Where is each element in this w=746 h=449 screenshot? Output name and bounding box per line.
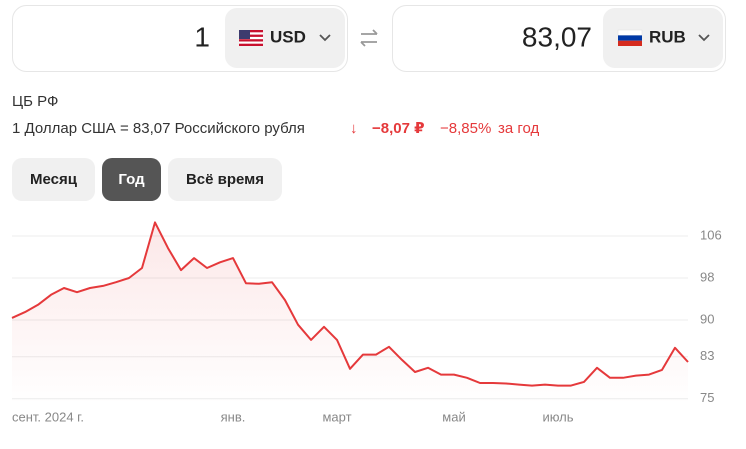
y-tick-label: 98	[700, 269, 714, 284]
chevron	[319, 34, 331, 42]
to-amount[interactable]: 83,07	[522, 21, 592, 52]
us-flag	[239, 30, 263, 46]
x-tick-label: янв.	[221, 409, 246, 424]
to-currency[interactable]: RUB	[649, 27, 686, 46]
y-tick-label: 83	[700, 348, 714, 363]
line	[11, 221, 689, 387]
tab[interactable]	[102, 158, 161, 201]
change-period: за год	[498, 120, 540, 137]
y-tick-label: 75	[700, 390, 714, 405]
from-amount[interactable]: 1	[194, 21, 210, 52]
tabs: Месяц Год Всё время	[12, 158, 282, 201]
rate-text: 1 Доллар США = 83,07 Российского рубля	[12, 120, 305, 137]
x-tick-label: май	[442, 409, 465, 424]
change-arrow: ↓	[350, 120, 358, 137]
y-tick-label: 106	[700, 227, 722, 242]
x-tick-label: июль	[542, 409, 573, 424]
to-currency-button[interactable]	[603, 8, 723, 68]
tab[interactable]	[12, 158, 95, 201]
from-currency[interactable]: USD	[270, 27, 306, 46]
ru-flag	[617, 29, 643, 46]
change-pct: −8,85%	[440, 120, 491, 137]
swap-button[interactable]	[360, 29, 378, 47]
y-tick-label: 90	[700, 311, 714, 326]
x-tick-label: март	[322, 409, 351, 424]
chevron	[698, 34, 710, 42]
tab-label[interactable]: Год	[118, 171, 145, 188]
from-currency-button[interactable]	[225, 8, 345, 68]
source: ЦБ РФ	[12, 93, 58, 110]
change-abs: −8,07 ₽	[372, 120, 425, 137]
tab[interactable]	[168, 158, 282, 201]
chart: 75 83 90 98 106 сент. 2024 г. янв. март май июль	[11, 221, 722, 424]
tab-label[interactable]: Месяц	[30, 171, 78, 188]
tab-label[interactable]: Всё время	[186, 171, 264, 188]
x-tick-label: сент. 2024 г.	[12, 409, 84, 424]
area-fill	[12, 222, 688, 404]
